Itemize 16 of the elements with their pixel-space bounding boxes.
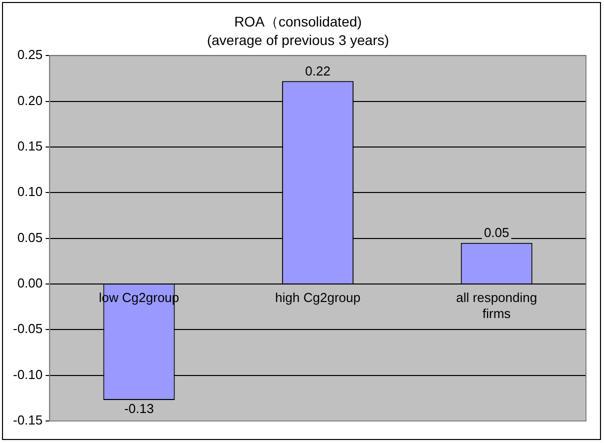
y-tick-label: -0.10 <box>12 366 43 382</box>
y-tick-label: 0.25 <box>17 47 43 62</box>
y-tick-label: -0.15 <box>12 412 43 428</box>
data-label: 0.05 <box>484 224 510 240</box>
y-tick-label: 0.00 <box>17 276 43 291</box>
x-tick-label: high Cg2group <box>275 290 360 306</box>
chart-title: ROA（consolidated) <box>234 13 362 30</box>
y-tick-label: 0.20 <box>17 92 43 108</box>
x-tick-label: all responding firms <box>456 290 538 322</box>
y-tick-label: 0.05 <box>17 230 43 245</box>
data-label: -0.13 <box>124 401 154 416</box>
chart-subtitle: (average of previous 3 years) <box>206 32 390 48</box>
y-tick-label: 0.10 <box>17 184 43 200</box>
data-label: 0.22 <box>305 63 330 78</box>
y-tick-label: -0.05 <box>12 321 43 336</box>
y-tick-label: 0.15 <box>17 138 43 154</box>
